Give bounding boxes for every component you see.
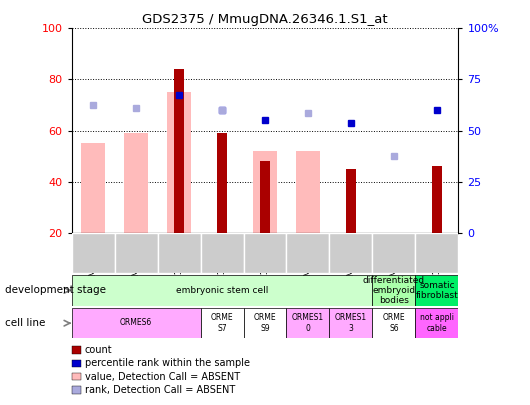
Bar: [124, 133, 148, 233]
FancyBboxPatch shape: [72, 275, 373, 306]
FancyBboxPatch shape: [330, 308, 373, 338]
Text: development stage: development stage: [5, 286, 107, 295]
Bar: [431, 166, 443, 233]
Bar: [253, 151, 277, 233]
Text: rank, Detection Call = ABSENT: rank, Detection Call = ABSENT: [85, 385, 235, 395]
Text: cell line: cell line: [5, 318, 46, 328]
Text: ORME
S6: ORME S6: [383, 313, 405, 333]
FancyBboxPatch shape: [373, 233, 416, 273]
Title: GDS2375 / MmugDNA.26346.1.S1_at: GDS2375 / MmugDNA.26346.1.S1_at: [142, 13, 388, 26]
FancyBboxPatch shape: [200, 233, 243, 273]
FancyBboxPatch shape: [287, 308, 330, 338]
Text: ORMES1
3: ORMES1 3: [335, 313, 367, 333]
Text: differentiated
embryoid
bodies: differentiated embryoid bodies: [363, 276, 425, 305]
Bar: [296, 151, 320, 233]
Text: value, Detection Call = ABSENT: value, Detection Call = ABSENT: [85, 372, 240, 382]
Bar: [217, 133, 227, 233]
FancyBboxPatch shape: [72, 308, 200, 338]
FancyBboxPatch shape: [373, 308, 416, 338]
Bar: [260, 161, 270, 233]
Bar: [167, 92, 191, 233]
FancyBboxPatch shape: [330, 233, 373, 273]
Text: embryonic stem cell: embryonic stem cell: [176, 286, 268, 295]
Bar: [174, 69, 184, 233]
FancyBboxPatch shape: [157, 233, 200, 273]
Text: ORMES1
0: ORMES1 0: [292, 313, 324, 333]
Text: not appli
cable: not appli cable: [420, 313, 454, 333]
FancyBboxPatch shape: [72, 233, 114, 273]
FancyBboxPatch shape: [114, 233, 157, 273]
FancyBboxPatch shape: [416, 275, 458, 306]
Text: count: count: [85, 345, 112, 355]
Bar: [388, 233, 399, 276]
Text: ORME
S7: ORME S7: [211, 313, 233, 333]
Bar: [346, 169, 356, 233]
FancyBboxPatch shape: [373, 275, 416, 306]
Text: somatic
fibroblast: somatic fibroblast: [416, 281, 458, 300]
FancyBboxPatch shape: [416, 233, 458, 273]
FancyBboxPatch shape: [287, 233, 330, 273]
FancyBboxPatch shape: [416, 308, 458, 338]
FancyBboxPatch shape: [200, 308, 243, 338]
Text: percentile rank within the sample: percentile rank within the sample: [85, 358, 250, 368]
Text: ORME
S9: ORME S9: [254, 313, 276, 333]
FancyBboxPatch shape: [243, 233, 287, 273]
FancyBboxPatch shape: [243, 308, 287, 338]
Text: ORMES6: ORMES6: [120, 318, 152, 328]
Bar: [81, 143, 105, 233]
